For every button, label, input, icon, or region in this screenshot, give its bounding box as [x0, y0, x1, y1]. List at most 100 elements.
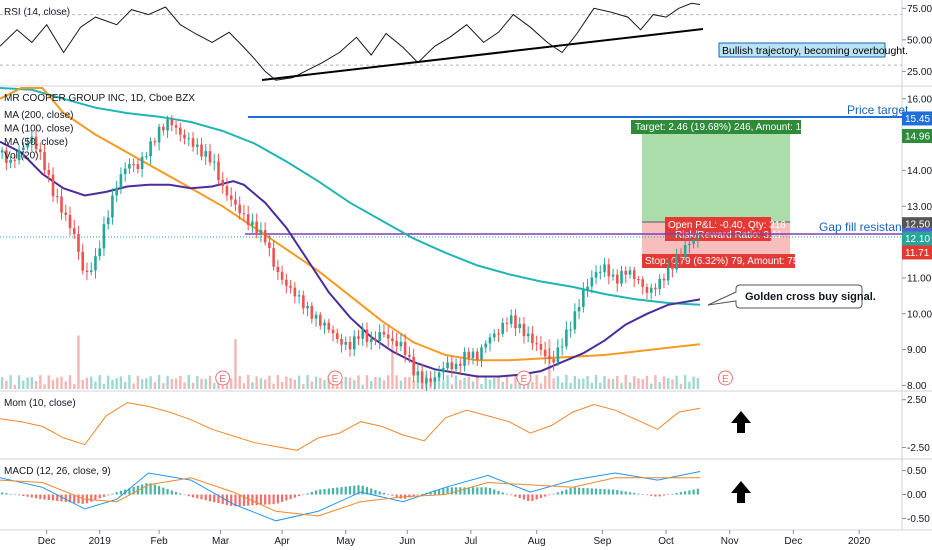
volume-bar	[140, 379, 144, 389]
volume-bar	[60, 376, 63, 389]
candle-body	[43, 152, 46, 171]
macd-hist-bar	[446, 487, 449, 495]
volume-bar	[149, 376, 152, 389]
candle-body	[641, 279, 645, 288]
candle-body	[81, 251, 85, 271]
volume-bar	[9, 375, 12, 389]
macd-hist-bar	[450, 487, 453, 495]
volume-bar	[650, 383, 653, 389]
candle-body	[620, 270, 623, 284]
macd-tick-label: -0.50	[907, 514, 930, 525]
time-tick-label: Nov	[721, 536, 739, 547]
volume-bar	[285, 376, 288, 389]
candle-body	[450, 362, 454, 370]
earnings-marker-label: E	[722, 374, 729, 385]
macd-hist-bar	[51, 494, 55, 501]
macd-hist-bar	[208, 494, 212, 502]
macd-hist-bar	[204, 494, 207, 501]
macd-hist-bar	[675, 493, 678, 495]
volume-bar	[348, 377, 352, 389]
volume-bar	[26, 377, 29, 389]
volume-bar	[323, 379, 326, 389]
candle-body	[505, 322, 509, 324]
macd-hist-bar	[370, 488, 373, 495]
macd-hist-bar	[230, 494, 233, 506]
volume-bar	[594, 375, 598, 389]
volume-bars	[0, 335, 700, 389]
earnings-marker-label: E	[332, 374, 339, 385]
volume-bar	[0, 377, 4, 389]
volume-bar	[64, 381, 67, 389]
volume-bar	[378, 377, 381, 389]
candle-body	[302, 295, 305, 309]
macd-hist-bar	[264, 494, 267, 505]
volume-bar	[590, 382, 594, 389]
volume-bar	[85, 377, 89, 389]
candle-body	[624, 270, 628, 275]
macd-hist-bar	[467, 487, 470, 495]
candle-body	[153, 141, 157, 143]
candle-body	[395, 340, 398, 347]
macd-hist-bar	[688, 490, 691, 495]
volume-bar	[535, 375, 538, 389]
volume-bar	[628, 382, 632, 389]
candle-body	[85, 270, 89, 272]
candle-body	[403, 342, 407, 355]
macd-hist-bar	[128, 488, 131, 495]
volume-bar	[510, 383, 513, 389]
candlesticks	[0, 115, 700, 391]
candle-body	[679, 255, 683, 258]
earnings-marker[interactable]	[215, 370, 231, 386]
candle-body	[594, 272, 598, 278]
macd-hist-bar	[582, 487, 585, 495]
macd-hist-bar	[107, 494, 110, 496]
earnings-marker[interactable]	[327, 370, 343, 386]
volume-bar	[658, 382, 661, 389]
volume-bar	[34, 381, 38, 389]
target-zone	[642, 130, 790, 222]
volume-bar	[340, 381, 343, 389]
macd-hist-bar	[573, 487, 576, 495]
macd-hist-bar	[569, 488, 572, 495]
volume-bar	[259, 378, 263, 389]
volume-bar	[463, 377, 466, 389]
macd-hist-bar	[340, 487, 343, 495]
candle-body	[272, 248, 275, 267]
candle-body	[463, 351, 466, 366]
candle-body	[263, 229, 267, 243]
macd-histogram	[1, 483, 699, 507]
earnings-marker[interactable]	[717, 370, 733, 386]
volume-bar	[293, 379, 297, 389]
volume-bar	[599, 382, 602, 389]
candle-body	[39, 149, 42, 153]
volume-bar	[213, 382, 216, 389]
candle-body	[514, 315, 517, 329]
candle-body	[590, 277, 594, 287]
volume-bar	[319, 377, 322, 389]
volume-bar	[353, 380, 356, 389]
macd-hist-bar	[289, 494, 292, 500]
macd-hist-bar	[1, 492, 4, 495]
candle-body	[599, 271, 602, 273]
macd-hist-bar	[505, 493, 509, 495]
earnings-marker[interactable]	[516, 370, 532, 386]
macd-hist-bar	[633, 492, 636, 495]
volume-bar	[255, 376, 258, 389]
volume-bar	[671, 379, 674, 389]
price-tag-box	[902, 111, 932, 126]
macd-hist-bar	[488, 488, 492, 495]
macd-hist-bar	[548, 494, 551, 496]
volume-bar	[611, 378, 615, 389]
volume-bar	[365, 375, 369, 389]
volume-bar	[39, 375, 42, 389]
volume-bar	[77, 335, 80, 389]
macd-hist-bar	[43, 494, 46, 500]
candle-body	[662, 278, 666, 281]
candle-body	[229, 195, 233, 200]
macd-hist-bar	[594, 488, 598, 495]
macd-hist-bar	[174, 491, 178, 495]
volume-bar	[386, 375, 390, 389]
volume-bar	[662, 376, 666, 389]
candle-body	[149, 141, 152, 157]
time-axis: Dec 2019 Feb Mar Apr May Jun Jul Aug Sep Oct Nov Dec…	[38, 530, 871, 547]
